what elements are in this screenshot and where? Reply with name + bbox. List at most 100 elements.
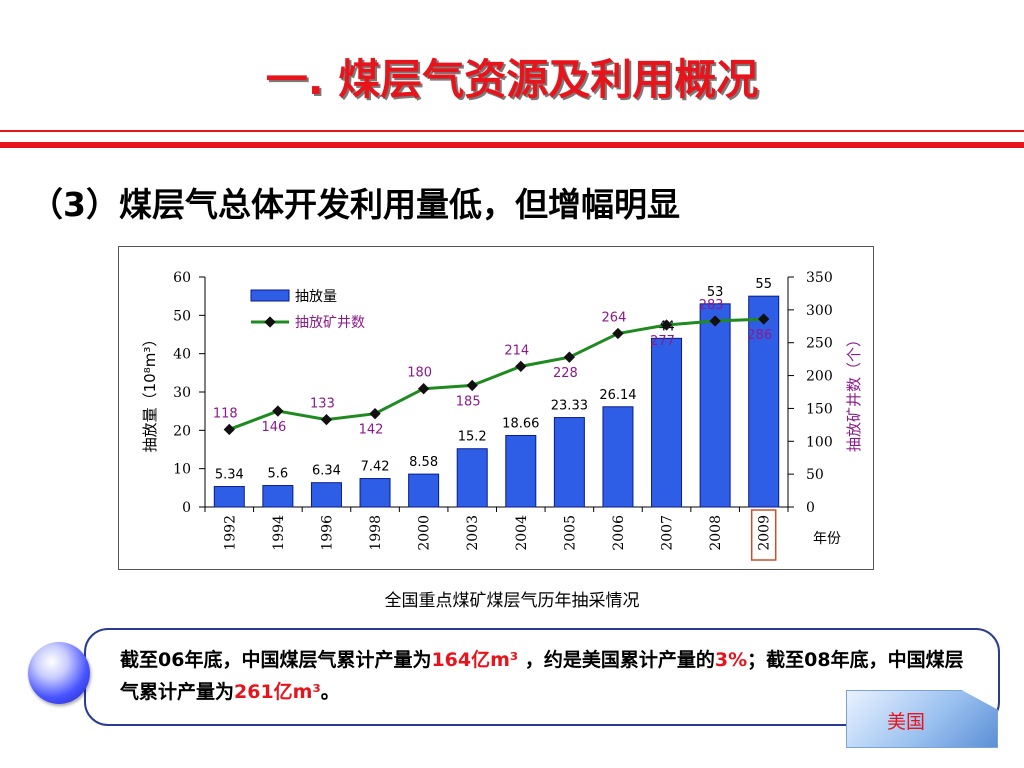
line-point [758,313,770,325]
left-tick-label: 0 [182,500,191,516]
summary-text: 截至06年底，中国煤层气累计产量为164亿m³ ，约是美国累计产量的3%；截至0… [120,644,980,708]
chart-caption: 全国重点煤矿煤层气历年抽采情况 [384,591,640,611]
left-tick-label: 40 [173,347,191,363]
right-tick-label: 350 [806,270,833,286]
x-tick-label: 1996 [319,515,335,551]
x-tick-label: 1998 [368,515,384,551]
bar-1994 [262,485,294,508]
highlight-box [750,509,777,561]
line-point [369,408,381,420]
line-value-label: 185 [456,394,481,409]
bar-value-label: 26.14 [599,388,636,403]
line-point [320,413,333,426]
left-tick-label: 50 [173,308,191,324]
bar-2005 [553,417,585,508]
line-point [272,405,284,417]
line-point [612,327,624,340]
legend-bar-label: 抽放量 [295,289,337,305]
bar-value-label: 7.42 [361,460,390,475]
left-tick-label: 30 [173,385,191,401]
legend-line-marker [264,316,276,328]
chart: 0 10 20 30 40 50 60 0 50 100 150 200 250 300 350 抽放量（10… [141,270,863,561]
right-tick-label: 150 [806,401,833,417]
bar-value-label: 53 [707,285,724,300]
bar-value-label: 23.33 [551,399,588,414]
bar-2007 [651,337,683,508]
line-point [515,360,527,373]
decorative-orb-icon [28,642,90,704]
x-axis-title: 年份 [813,531,841,547]
left-tick-label: 60 [173,270,191,286]
title-rule-thick [0,142,1024,148]
us-link-button[interactable]: 美国 [846,690,998,748]
x-tick-label: 2009 [757,515,773,551]
right-tick-label: 250 [806,336,833,352]
legend-line-label: 抽放矿井数 [295,315,365,331]
x-tick-label: 1992 [222,515,238,551]
line-value-label: 133 [310,397,335,412]
right-tick-label: 0 [806,500,815,516]
right-tick-label: 300 [806,303,833,319]
bar-value-label: 6.34 [312,464,341,479]
line-value-label: 146 [261,420,286,435]
note-value-2: 3% [714,649,748,671]
left-axis-title: 抽放量（10⁸m³） [141,332,159,453]
title-rule-thin [0,130,1024,132]
x-tick-label: 2004 [514,515,530,551]
bar-value-label: 15.2 [458,430,487,445]
line-value-label: 264 [602,311,627,326]
line-value-label: 118 [213,406,238,421]
line-point [417,383,430,395]
note-part-3: ；截至08年底，中国煤层气累计产量为 [120,649,964,703]
line-value-label: 286 [747,328,772,343]
x-tick-label: 2003 [465,515,481,551]
bar-2004 [505,434,537,508]
bar-value-label: 18.66 [502,416,539,431]
bar-2006 [602,406,634,508]
bar-value-label: 8.58 [409,455,438,470]
bar-2008 [699,303,731,508]
line-point [223,423,235,436]
x-tick-label: 2007 [660,515,676,551]
slide-subtitle: （3）煤层气总体开发利用量低，但增幅明显 [30,185,680,224]
legend-bar-swatch [250,289,290,302]
bar-1998 [359,478,391,508]
right-tick-label: 50 [806,467,824,483]
bar-value-label: 55 [755,277,772,292]
line-point [466,379,478,392]
note-value-3: 261亿m³ [234,681,321,703]
bar-value-label: 5.34 [215,468,244,483]
bar-1992 [213,486,245,508]
chart-container: 0 10 20 30 40 50 60 0 50 100 150 200 250 300 350 抽放量（10… [118,246,874,570]
left-tick-label: 20 [173,423,191,439]
line-point [563,351,576,363]
note-part-4: 。 [320,681,340,703]
x-tick-label: 2006 [611,515,627,551]
note-part-1: 截至06年底，中国煤层气累计产量为 [120,649,432,671]
summary-note: 截至06年底，中国煤层气累计产量为164亿m³ ，约是美国累计产量的3%；截至0… [84,628,1000,726]
bar-2003 [456,448,488,508]
line-value-label: 228 [553,366,578,381]
bar-2009 [748,295,780,508]
line-value-label: 283 [699,298,724,313]
x-tick-label: 2008 [708,515,724,551]
bar-value-label: 5.6 [268,467,289,482]
line-series-path [228,317,764,431]
right-axis-title: 抽放矿井数（个） [845,332,863,452]
note-part-2: ，约是美国累计产量的 [518,649,715,671]
line-value-label: 142 [359,423,384,438]
x-tick-label: 2000 [417,515,433,551]
x-tick-label: 2005 [562,515,578,551]
line-value-label: 180 [407,366,432,381]
bar-1996 [310,482,342,508]
line-value-label: 277 [650,334,675,349]
us-link-label: 美国 [886,711,925,733]
left-tick-label: 10 [173,462,191,478]
right-tick-label: 200 [806,369,833,385]
slide-title: 一. 煤层气资源及利用概况 [265,55,759,104]
x-tick-label: 1994 [271,515,287,551]
bar-2000 [408,473,440,508]
note-value-1: 164亿m³ [431,649,519,671]
right-tick-label: 100 [806,434,833,450]
line-value-label: 214 [504,343,529,358]
